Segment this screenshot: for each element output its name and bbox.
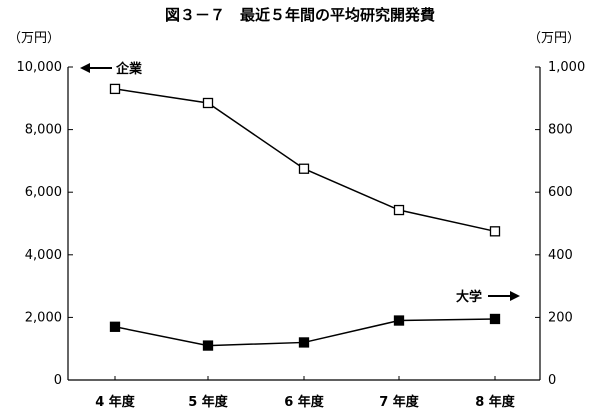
data-point-university — [489, 313, 501, 325]
chart-title: 図３－７ 最近５年間の平均研究開発費 — [165, 6, 435, 24]
right-tick-label: 400 — [548, 248, 573, 263]
left-axis-unit: （万円） — [8, 31, 60, 46]
university-arrow-head — [510, 291, 520, 301]
left-tick-label: 2,000 — [25, 310, 62, 325]
left-tick-label: 4,000 — [25, 248, 62, 263]
data-point-company — [489, 226, 501, 237]
data-point-company — [393, 204, 405, 216]
left-tick-label: 0 — [54, 373, 62, 388]
plot-axes — [67, 67, 541, 381]
series-label-university: 大学 — [456, 289, 520, 305]
data-point-university — [393, 315, 405, 326]
x-category-label: 4 年度 — [95, 394, 136, 410]
right-tick-label: 0 — [548, 373, 556, 388]
data-point-university — [298, 337, 310, 348]
right-tick-label: 800 — [548, 123, 573, 138]
left-tick-label: 6,000 — [25, 185, 62, 200]
series-layer — [109, 83, 501, 351]
left-axis-ticks: 0 2,000 4,000 6,000 8,000 10,000 — [17, 60, 73, 388]
right-axis-unit: （万円） — [528, 31, 580, 46]
right-tick-label: 200 — [548, 310, 573, 325]
right-axis-ticks: 0 200 400 600 800 1,000 — [535, 60, 585, 388]
company-series-label: 企業 — [115, 61, 143, 77]
data-point-company — [109, 83, 121, 95]
left-tick-label: 10,000 — [17, 60, 63, 75]
data-point-university — [202, 340, 214, 351]
data-point-company — [202, 97, 214, 109]
data-point-company — [298, 163, 310, 174]
company-arrow-head — [80, 63, 90, 73]
series-line-company — [114, 88, 496, 233]
x-axis-categories: 4 年度 5 年度 6 年度 7 年度 8 年度 — [95, 376, 516, 410]
right-tick-label: 600 — [548, 185, 573, 200]
x-category-label: 8 年度 — [475, 394, 516, 410]
x-category-label: 6 年度 — [284, 394, 325, 410]
data-point-university — [109, 321, 121, 332]
right-tick-label: 1,000 — [548, 60, 585, 75]
x-category-label: 7 年度 — [379, 394, 420, 410]
university-series-label: 大学 — [456, 289, 482, 305]
series-label-company: 企業 — [80, 61, 143, 77]
x-category-label: 5 年度 — [188, 394, 229, 410]
left-tick-label: 8,000 — [25, 123, 62, 138]
